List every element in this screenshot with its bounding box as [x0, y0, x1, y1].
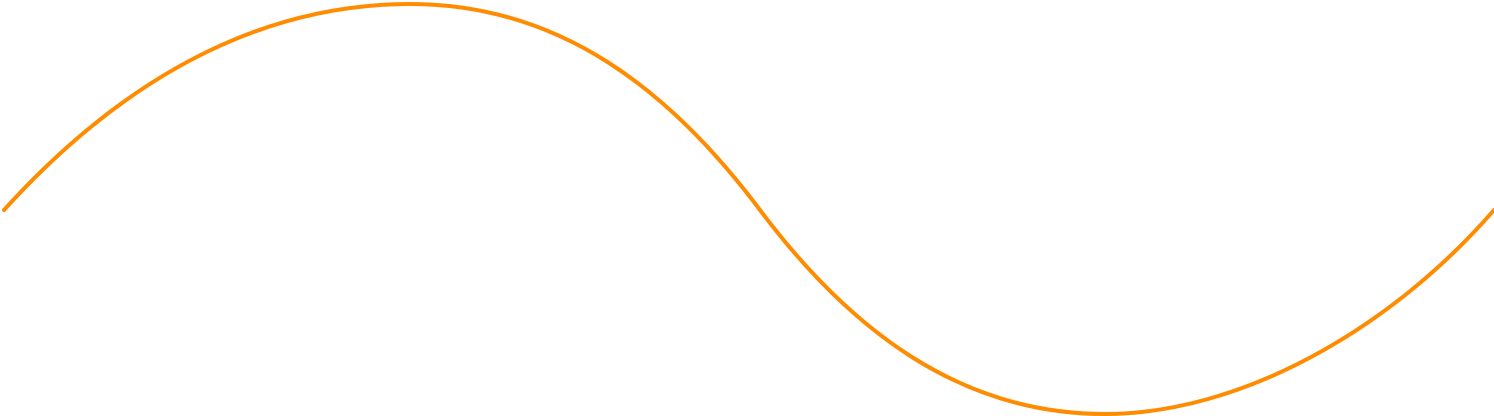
wave-graphic — [2, 2, 1494, 416]
wave-canvas — [0, 0, 1494, 416]
orange-wave-line — [2, 2, 1494, 416]
